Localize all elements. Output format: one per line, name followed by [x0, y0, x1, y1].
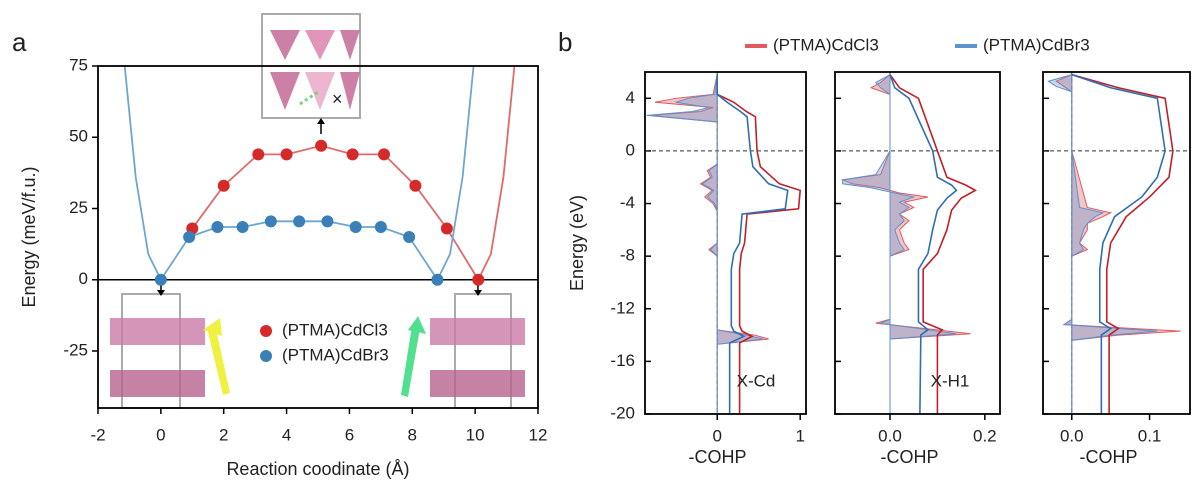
data-point: [281, 148, 293, 160]
x-tick-label: 0: [712, 426, 721, 445]
data-point: [252, 148, 264, 160]
plot-frame: [645, 72, 806, 414]
y-tick-label: -25: [63, 340, 88, 359]
data-point: [321, 215, 333, 227]
icohp-line: [1072, 75, 1173, 414]
cohp-area: [843, 75, 957, 414]
data-point: [265, 215, 277, 227]
cohp-area: [651, 75, 769, 414]
legend-label: (PTMA)CdCl3: [282, 320, 388, 339]
data-point: [441, 222, 453, 234]
data-point: [409, 180, 421, 192]
data-point: [403, 231, 415, 243]
data-point: [315, 140, 327, 152]
legend-label: (PTMA)CdBr3: [282, 345, 389, 364]
subplot-label: X-Cd: [737, 371, 776, 390]
structure-inset-right: [401, 281, 525, 408]
y-tick-label: 0: [626, 140, 635, 159]
x-tick-label: 0.1: [1138, 426, 1162, 445]
x-tick-label: 0: [156, 425, 165, 444]
x-tick-label: 12: [529, 425, 548, 444]
cohp-area: [647, 75, 763, 414]
svg-text:×: ×: [332, 89, 343, 109]
icohp-line: [1072, 75, 1165, 414]
x-tick-label: 0.0: [878, 426, 902, 445]
x-tick-label: 8: [408, 425, 417, 444]
data-point: [347, 148, 359, 160]
cohp-area: [843, 75, 971, 414]
data-point: [472, 274, 484, 286]
plot-frame: [835, 72, 1000, 414]
y-axis-title: Energy (meV/f.u.): [19, 166, 39, 307]
y-tick-label: 0: [79, 269, 88, 288]
data-point: [293, 215, 305, 227]
data-point: [155, 274, 167, 286]
data-point: [378, 148, 390, 160]
figure: × a Reaction coodinate (Å) Energy (meV/f.u…: [0, 0, 1192, 484]
plot-frame: [1043, 72, 1190, 414]
x-tick-label: 2: [219, 425, 228, 444]
y-tick-label: -12: [610, 298, 635, 317]
data-point: [183, 231, 195, 243]
data-point: [237, 221, 249, 233]
y-tick-label: -16: [610, 351, 635, 370]
data-point: [218, 180, 230, 192]
legend-label: (PTMA)CdCl3: [773, 35, 879, 54]
subplot-label: X-H1: [931, 371, 970, 390]
panel-label: a: [12, 27, 27, 57]
fit-curve: [125, 66, 474, 280]
x-tick-label: 1: [795, 426, 804, 445]
fit-curve: [192, 66, 514, 280]
y-tick-label: 50: [69, 127, 88, 146]
y-axis-title: Energy (eV): [567, 195, 587, 291]
x-tick-label: 10: [466, 425, 485, 444]
x-tick-label: 0.0: [1060, 426, 1084, 445]
x-axis-title: -COHP: [881, 447, 939, 467]
x-axis-title: -COHP: [689, 447, 747, 467]
data-point: [431, 274, 443, 286]
legend-label: (PTMA)CdBr3: [983, 35, 1090, 54]
icohp-line: [717, 75, 788, 414]
x-tick-label: -2: [90, 425, 105, 444]
x-tick-label: 0.2: [973, 426, 997, 445]
y-tick-label: -4: [620, 193, 635, 212]
legend-marker: [260, 350, 272, 362]
x-tick-label: 6: [345, 425, 354, 444]
structure-inset-top: ×: [262, 14, 360, 134]
x-axis-title: -COHP: [1080, 447, 1138, 467]
panel-label: b: [558, 27, 572, 57]
data-point: [350, 221, 362, 233]
x-axis-title: Reaction coodinate (Å): [226, 459, 409, 479]
data-point: [211, 221, 223, 233]
x-tick-label: 4: [282, 425, 291, 444]
y-tick-label: -8: [620, 246, 635, 265]
y-tick-label: 4: [626, 88, 635, 107]
data-point: [375, 221, 387, 233]
y-tick-label: 25: [69, 198, 88, 217]
structure-inset-left: [110, 281, 230, 408]
y-tick-label: -20: [610, 403, 635, 422]
y-tick-label: 75: [69, 55, 88, 74]
legend-marker: [260, 325, 272, 337]
